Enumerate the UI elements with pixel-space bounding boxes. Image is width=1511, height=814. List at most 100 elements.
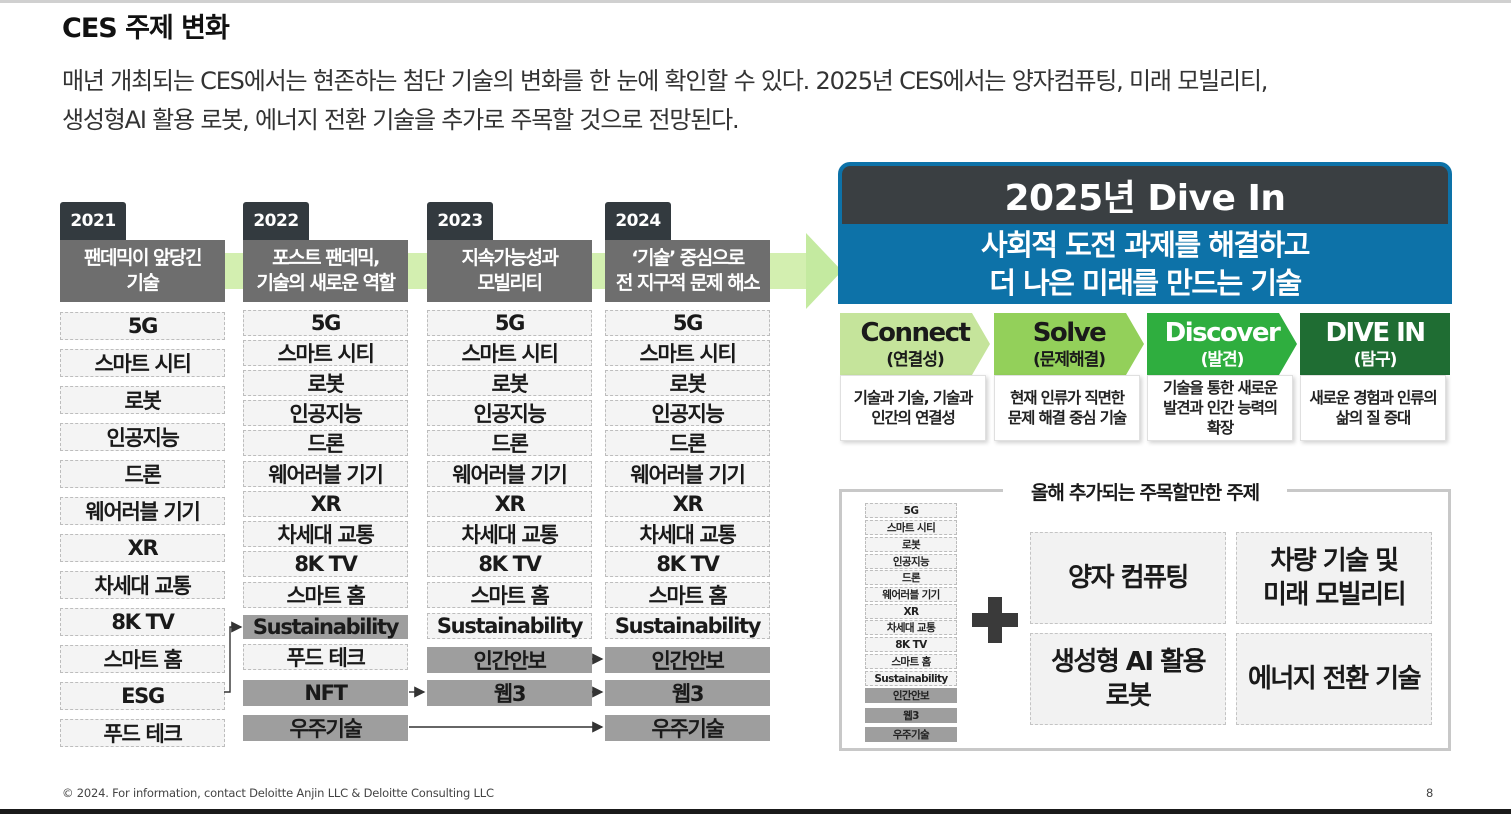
mini-item: 로봇 — [865, 537, 957, 552]
topic-item-highlight: Sustainability — [243, 615, 408, 639]
keyword-ko: (발견) — [1200, 350, 1245, 370]
topic-item: 로봇 — [243, 370, 408, 396]
timeline-arrow-icon — [806, 233, 842, 309]
theme-line-1: 지속가능성과 — [461, 247, 559, 269]
topic-item: 웨어러블 기기 — [427, 461, 592, 487]
keyword-en: Discover — [1164, 318, 1281, 348]
topic-item-highlight: 인간안보 — [605, 647, 770, 673]
topic-item: 드론 — [427, 430, 592, 456]
keyword-ko: (연결성) — [886, 350, 944, 370]
dive-in-subtitle-line-2: 더 나은 미래를 만드는 기술 — [989, 266, 1302, 300]
new-topic-quantum: 양자 컴퓨팅 — [1030, 532, 1226, 624]
topic-item: 드론 — [605, 430, 770, 456]
desc-line: 문제 해결 중심 기술 — [1007, 409, 1127, 427]
topic-item: 로봇 — [60, 386, 225, 414]
topic-item: 스마트 시티 — [427, 340, 592, 366]
topic-item-highlight: 웹3 — [427, 680, 592, 706]
keyword-desc-discover: 기술을 통한 새로운 발견과 인간 능력의 확장 — [1147, 375, 1293, 441]
new-topics-title: 올해 추가되는 주목할만한 주제 — [1003, 478, 1287, 504]
keyword-solve: Solve (문제해결) — [994, 313, 1144, 375]
topic-item-highlight: 우주기술 — [243, 715, 408, 741]
desc-line: 기술을 통한 새로운 — [1163, 379, 1278, 397]
topic-item: 스마트 시티 — [605, 340, 770, 366]
topic-line: 에너지 전환 기술 — [1247, 664, 1422, 694]
topic-item: 차세대 교통 — [427, 521, 592, 547]
dive-in-title: 2025년 Dive In — [842, 166, 1448, 224]
topic-line: 미래 모빌리티 — [1262, 580, 1407, 610]
topic-item: 인공지능 — [60, 423, 225, 451]
theme-line-2: 모빌리티 — [477, 272, 543, 294]
top-rule — [0, 0, 1511, 3]
topic-item: 8K TV — [60, 608, 225, 636]
desc-line: 현재 인류가 직면한 — [1010, 389, 1125, 407]
new-topic-mobility: 차량 기술 및 미래 모빌리티 — [1236, 532, 1432, 624]
theme-line-1: 팬데믹이 앞당긴 — [84, 247, 202, 269]
dive-in-subtitle-line-1: 사회적 도전 과제를 해결하고 — [981, 228, 1310, 262]
dive-in-subtitle: 사회적 도전 과제를 해결하고 더 나은 미래를 만드는 기술 — [842, 224, 1448, 300]
year-theme: 포스트 팬데믹, 기술의 새로운 역할 — [243, 240, 408, 302]
topic-item: 푸드 테크 — [243, 644, 408, 670]
topic-item: 웨어러블 기기 — [243, 461, 408, 487]
mini-item: 차세대 교통 — [865, 620, 957, 635]
topic-line: 생성형 AI 활용 — [1051, 647, 1207, 677]
topic-item: 스마트 홈 — [605, 582, 770, 608]
page-title: CES 주제 변화 — [62, 13, 230, 44]
keyword-discover: Discover (발견) — [1147, 313, 1297, 375]
topic-item: 인공지능 — [427, 400, 592, 426]
topic-item: 차세대 교통 — [605, 521, 770, 547]
year-tab: 2023 — [427, 202, 493, 240]
topic-item: 5G — [427, 310, 592, 336]
topic-item-highlight: NFT — [243, 680, 408, 706]
page-number: 8 — [1426, 786, 1434, 800]
topic-item: 5G — [60, 312, 225, 340]
mini-item: 5G — [865, 503, 957, 518]
topic-item-highlight: 인간안보 — [427, 647, 592, 673]
desc-line: 기술과 기술, 기술과 — [853, 389, 974, 407]
topic-item: XR — [605, 491, 770, 517]
keyword-desc-solve: 현재 인류가 직면한 문제 해결 중심 기술 — [994, 375, 1140, 441]
topic-item: XR — [427, 491, 592, 517]
keyword-ko: (탐구) — [1353, 350, 1398, 370]
topic-item: 스마트 시티 — [243, 340, 408, 366]
bottom-rule — [0, 809, 1511, 814]
topic-item: 웨어러블 기기 — [60, 497, 225, 525]
mini-item: XR — [865, 604, 957, 619]
page-subtitle: 매년 개최되는 CES에서는 현존하는 첨단 기술의 변화를 한 눈에 확인할 … — [62, 62, 1462, 140]
desc-line: 삶의 질 증대 — [1335, 409, 1412, 427]
keyword-desc-dive-in: 새로운 경험과 인류의 삶의 질 증대 — [1300, 375, 1446, 441]
topic-item: 인공지능 — [605, 400, 770, 426]
year-tab: 2021 — [60, 202, 126, 240]
topic-item: 드론 — [60, 460, 225, 488]
topic-item: 8K TV — [243, 551, 408, 577]
year-theme: ‘기술’ 중심으로 전 지구적 문제 해소 — [605, 240, 770, 302]
plus-icon — [972, 597, 1018, 643]
topic-item: 로봇 — [605, 370, 770, 396]
keyword-ko: (문제해결) — [1032, 350, 1106, 370]
topic-item: ESG — [60, 682, 225, 710]
theme-line-2: 전 지구적 문제 해소 — [615, 272, 761, 294]
desc-line: 인간의 연결성 — [871, 409, 955, 427]
mini-item: 드론 — [865, 570, 957, 585]
topic-line: 로봇 — [1105, 681, 1152, 711]
topic-item: 스마트 시티 — [60, 349, 225, 377]
mini-item: 웨어러블 기기 — [865, 587, 957, 602]
topic-item: Sustainability — [427, 613, 592, 639]
topic-item: XR — [243, 491, 408, 517]
mini-item: Sustainability — [865, 671, 957, 686]
footer-copyright: © 2024. For information, contact Deloitt… — [62, 786, 494, 800]
topic-item: 스마트 홈 — [60, 645, 225, 673]
topic-line: 양자 컴퓨팅 — [1068, 563, 1189, 593]
year-tab: 2024 — [605, 202, 671, 240]
new-topic-genai-robot: 생성형 AI 활용 로봇 — [1030, 633, 1226, 725]
topic-item: 푸드 테크 — [60, 719, 225, 747]
keyword-desc-connect: 기술과 기술, 기술과 인간의 연결성 — [840, 375, 986, 441]
topic-item: 스마트 홈 — [243, 582, 408, 608]
topic-item-highlight: 웹3 — [605, 680, 770, 706]
keyword-dive-in: DIVE IN (탐구) — [1300, 313, 1450, 375]
subtitle-line-1: 매년 개최되는 CES에서는 현존하는 첨단 기술의 변화를 한 눈에 확인할 … — [62, 67, 1268, 95]
topic-line: 차량 기술 및 — [1270, 546, 1399, 576]
topic-item: 차세대 교통 — [243, 521, 408, 547]
theme-line-1: 포스트 팬데믹, — [272, 247, 380, 269]
topic-item: 로봇 — [427, 370, 592, 396]
year-theme: 팬데믹이 앞당긴 기술 — [60, 240, 225, 302]
